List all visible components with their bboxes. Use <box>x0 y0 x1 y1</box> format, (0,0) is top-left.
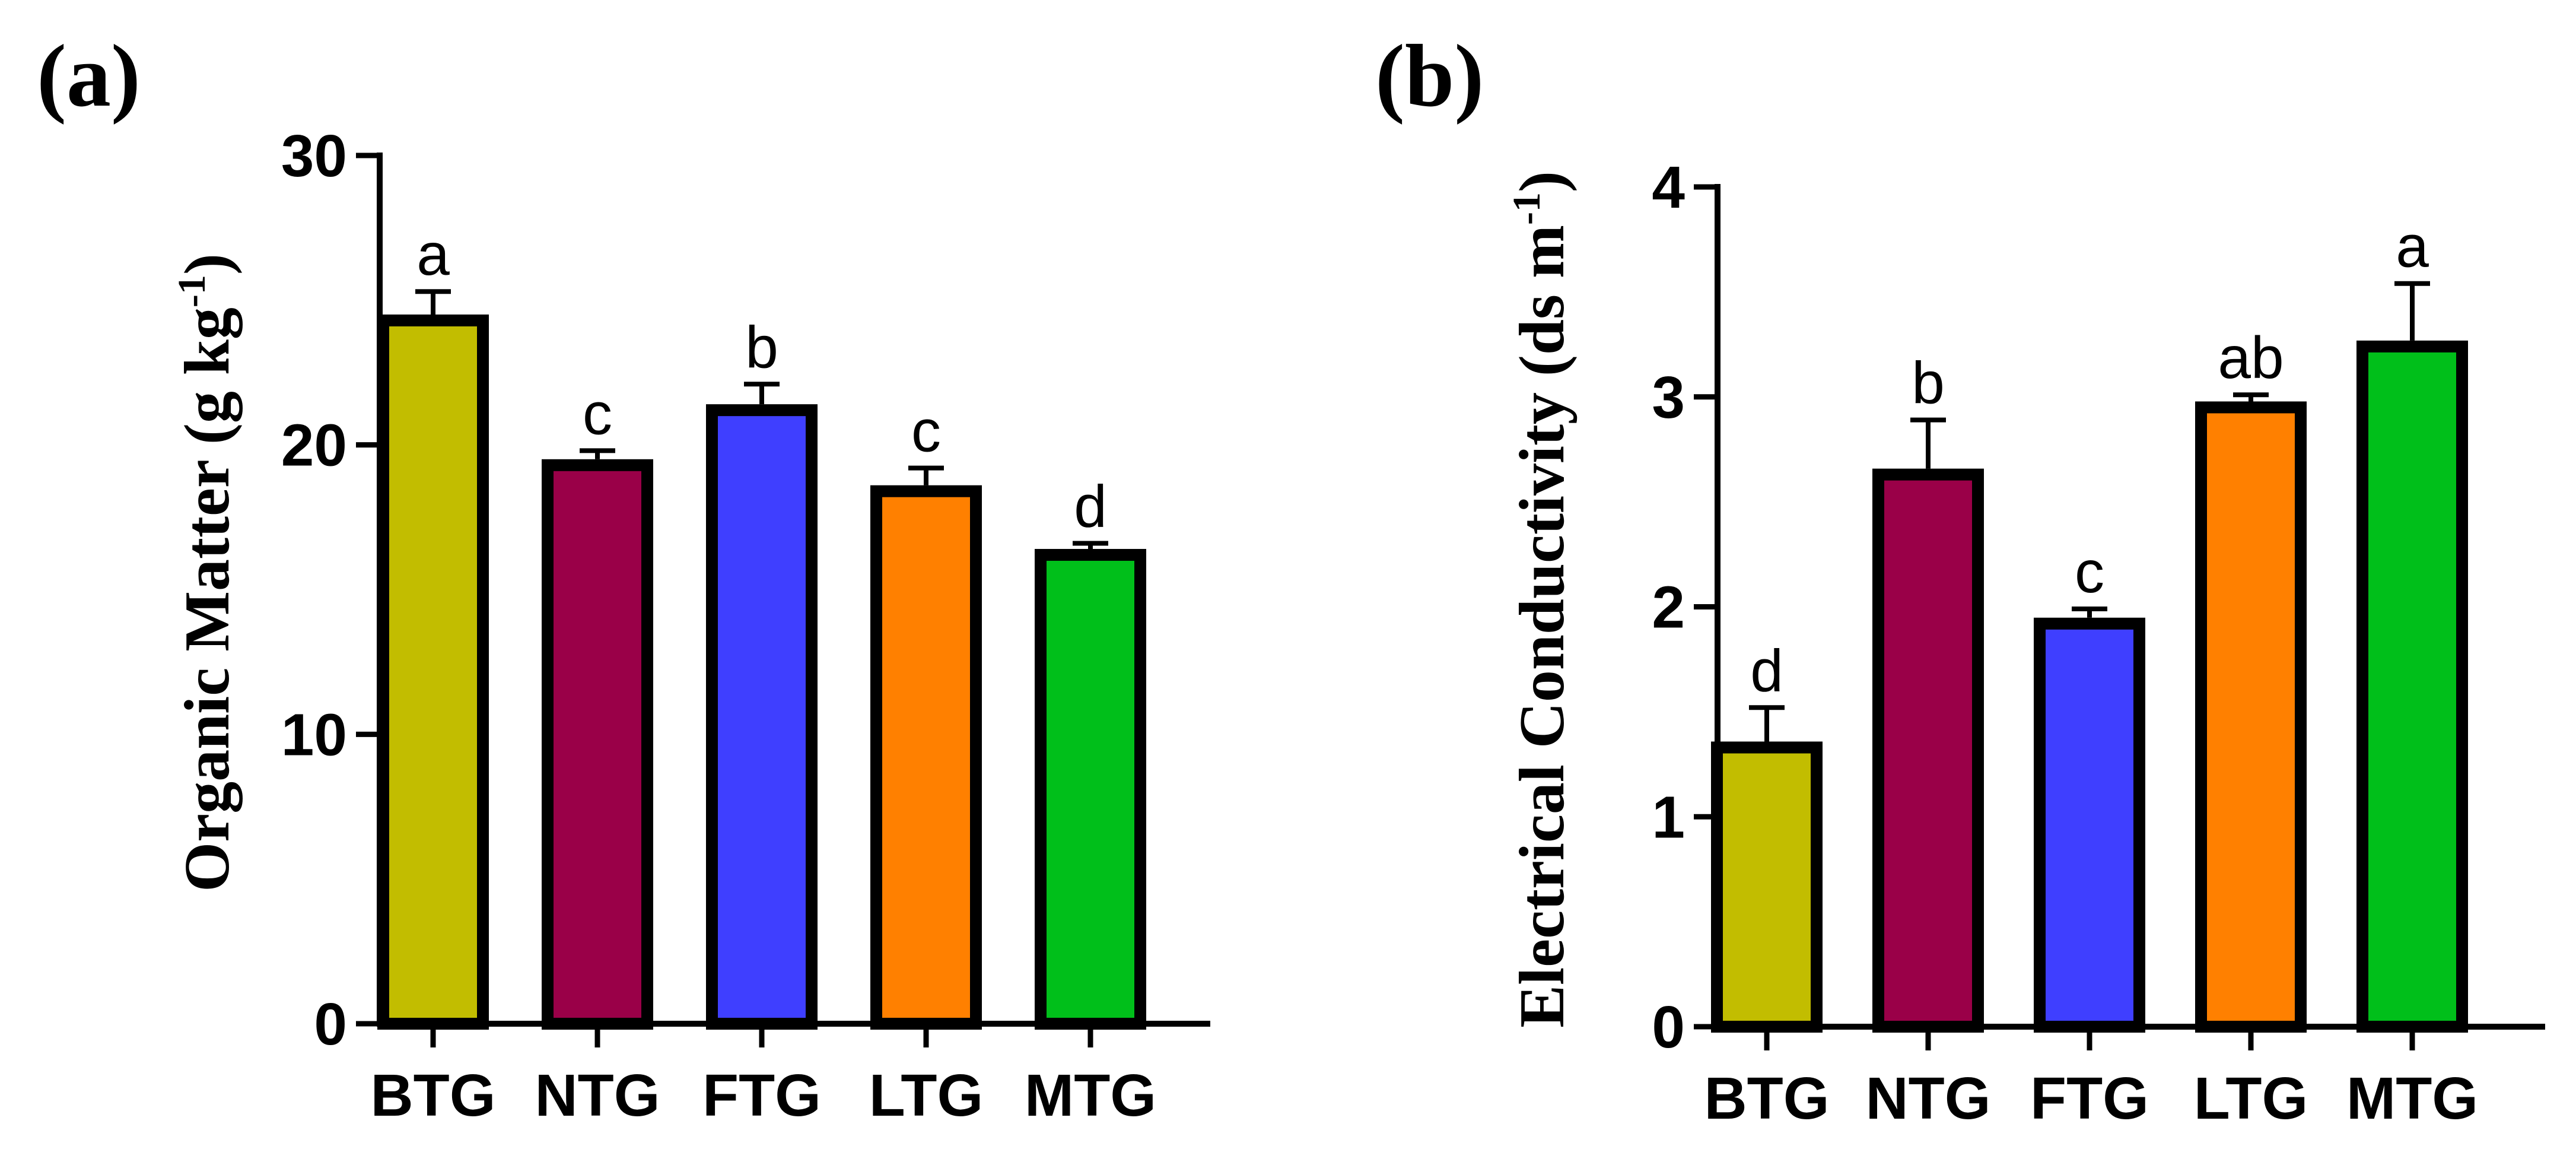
panel-a-bar-ntg <box>542 459 653 1030</box>
panel-a-significance-ftg: b <box>745 314 778 380</box>
panel-b-y-tick-label: 4 <box>1652 154 1685 221</box>
panel-b-y-tick-label: 3 <box>1652 364 1685 431</box>
panel-a-y-axis-label: Organic Matter (g kg-1) <box>170 253 243 892</box>
panel-b-y-axis-label-main: Electrical Conductivity (ds m <box>1507 225 1578 1028</box>
panel-a-organic-matter: (a) Organic Matter (g kg-1) 0 10 20 30 BTG NT… <box>37 27 1210 1129</box>
panel-a-error-bar-ltg <box>908 465 944 485</box>
panel-a-bar-btg <box>377 314 489 1030</box>
panel-a-error-bar-mtg <box>1073 541 1108 549</box>
panel-b-y-axis-label-close: ) <box>1507 171 1578 192</box>
panel-b-category-label-btg: BTG <box>1704 1065 1829 1132</box>
panel-b-category-label-mtg: MTG <box>2346 1065 2478 1132</box>
panel-b-y-tick-label: 2 <box>1652 574 1685 641</box>
panel-a-label: (a) <box>37 27 141 125</box>
panel-a-y-axis-label-sup: -1 <box>170 275 214 307</box>
panel-a-significance-ltg: c <box>911 398 941 465</box>
panel-a-category-label-btg: BTG <box>370 1062 495 1129</box>
panel-b-bar-mtg <box>2356 340 2468 1033</box>
panel-b-electrical-conductivity: (b) Electrical Conductivity (ds m-1) 0 1 2… <box>1375 27 2545 1132</box>
panel-b-bar-ftg <box>2034 617 2145 1033</box>
panel-a-y-axis-label-main: Organic Matter (g kg <box>172 307 243 892</box>
panel-a-category-label-ltg: LTG <box>869 1062 984 1129</box>
panel-b-category-label-ntg: NTG <box>1865 1065 1990 1132</box>
panel-a-error-bar-ntg <box>580 448 615 459</box>
panel-b-error-bar-mtg <box>2394 281 2430 341</box>
panel-a-y-tick-label: 20 <box>281 412 347 479</box>
panel-a-error-bar-btg <box>415 289 451 315</box>
panel-a-error-bar-ftg <box>744 382 780 405</box>
panel-a-category-label-mtg: MTG <box>1025 1062 1156 1129</box>
panel-b-category-label-ltg: LTG <box>2194 1065 2308 1132</box>
panel-b-error-bar-btg <box>1749 705 1785 742</box>
panel-a-significance-ntg: c <box>583 380 612 447</box>
panel-b-category-label-ftg: FTG <box>2030 1065 2149 1132</box>
panel-a-y-tick-label: 0 <box>314 991 347 1058</box>
panel-b-significance-btg: d <box>1750 637 1783 704</box>
panel-b-significance-mtg: a <box>2396 214 2429 280</box>
panel-a-y-tick-label: 30 <box>281 123 347 189</box>
panel-b-label: (b) <box>1375 27 1484 125</box>
panel-b-significance-ntg: b <box>1912 350 1945 417</box>
panel-a-y-tick-label: 10 <box>281 701 347 768</box>
panel-a-bars: a c b c d <box>377 221 1146 1030</box>
panel-b-error-bar-ftg <box>2072 607 2107 618</box>
panel-b-bar-btg <box>1711 741 1823 1033</box>
panel-b-y-tick-label: 0 <box>1652 994 1685 1061</box>
panel-b-significance-ftg: c <box>2075 539 2104 605</box>
panel-a-bar-mtg <box>1035 548 1146 1030</box>
panel-a-significance-mtg: d <box>1074 473 1107 539</box>
panel-b-y-tick-label: 1 <box>1652 784 1685 850</box>
panel-a-bar-ftg <box>706 404 818 1030</box>
panel-a-y-axis-label-close: ) <box>172 253 243 275</box>
panel-b-y-axis-label: Electrical Conductivity (ds m-1) <box>1505 171 1578 1028</box>
panel-b-error-bar-ntg <box>1910 417 1946 469</box>
panel-b-bars: d b c ab a <box>1711 214 2468 1033</box>
panel-a-axes: 0 10 20 30 BTG NTG FTG LTG MTG <box>281 123 1210 1129</box>
panel-a-bar-ltg <box>870 485 982 1030</box>
panel-b-significance-ltg: ab <box>2218 325 2284 391</box>
panel-a-category-label-ftg: FTG <box>702 1062 821 1129</box>
panel-a-significance-btg: a <box>416 221 450 288</box>
panel-b-bar-ltg <box>2195 401 2307 1033</box>
panel-b-error-bar-ltg <box>2233 392 2269 402</box>
panel-a-category-label-ntg: NTG <box>535 1062 660 1129</box>
panel-b-bar-ntg <box>1872 468 1984 1033</box>
panel-b-y-axis-label-sup: -1 <box>1505 192 1548 225</box>
